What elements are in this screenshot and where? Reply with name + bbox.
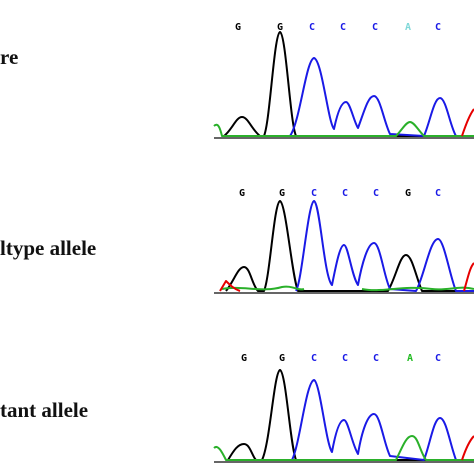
base-call-1: G: [241, 353, 247, 364]
chromatogram-wildtype: G G C C C G C: [214, 188, 474, 294]
base-call-5: C: [373, 353, 379, 364]
chromatogram-mutant: G G C C C A C: [213, 353, 474, 463]
panel-label-mutant: tant allele: [0, 398, 89, 422]
base-call-3: C: [311, 353, 317, 364]
base-call-2: G: [279, 188, 285, 199]
base-call-6: A: [407, 353, 413, 364]
trace-t: [461, 435, 474, 461]
base-call-3: C: [311, 188, 317, 199]
base-call-2: G: [277, 22, 283, 33]
base-call-4: C: [342, 353, 348, 364]
trace-c: [295, 200, 474, 292]
base-call-7: C: [435, 188, 441, 199]
base-call-4: C: [340, 22, 346, 33]
chromatogram-reference: G G C C C A C: [213, 22, 474, 139]
base-call-1: G: [239, 188, 245, 199]
panel-label-wildtype: ltype allele: [0, 236, 97, 260]
base-call-6: A: [405, 22, 411, 33]
base-calls: G G C C C A C: [235, 22, 441, 33]
trace-a: [213, 121, 474, 137]
base-call-3: C: [309, 22, 315, 33]
trace-t: [461, 108, 474, 137]
trace-g: [225, 200, 474, 292]
base-calls: G G C C C A C: [241, 353, 441, 364]
trace-c: [291, 379, 474, 461]
base-call-1: G: [235, 22, 241, 33]
base-call-6: G: [405, 188, 411, 199]
trace-t: [219, 262, 474, 292]
base-calls: G G C C C G C: [239, 188, 441, 199]
base-call-7: C: [435, 22, 441, 33]
trace-g: [223, 31, 474, 137]
panel-label-reference: re: [0, 45, 19, 69]
base-call-5: C: [372, 22, 378, 33]
base-call-7: C: [435, 353, 441, 364]
base-call-4: C: [342, 188, 348, 199]
trace-g: [227, 369, 474, 461]
base-call-5: C: [373, 188, 379, 199]
trace-c: [289, 57, 474, 137]
trace-a: [213, 435, 474, 461]
trace-a: [221, 285, 474, 292]
base-call-2: G: [279, 353, 285, 364]
